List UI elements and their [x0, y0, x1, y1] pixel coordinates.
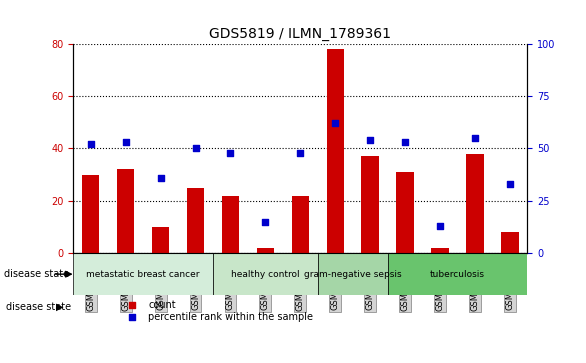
Text: disease state: disease state	[4, 269, 69, 279]
Bar	[326, 49, 344, 253]
Point	[156, 175, 165, 181]
Point	[295, 150, 305, 155]
Text: percentile rank within the sample: percentile rank within the sample	[148, 313, 313, 322]
Point	[505, 181, 515, 187]
Point	[128, 315, 137, 321]
Point	[128, 302, 137, 308]
Text: disease state: disease state	[6, 302, 71, 312]
Bar	[152, 227, 169, 253]
Text: count: count	[148, 300, 176, 310]
Bar	[431, 248, 449, 253]
Text: ▶: ▶	[56, 302, 63, 312]
Point	[86, 141, 96, 147]
Bar	[257, 248, 274, 253]
Point	[261, 219, 270, 225]
Point	[226, 150, 235, 155]
Point	[331, 120, 340, 126]
Point	[191, 146, 200, 151]
Point	[400, 139, 410, 145]
Point	[121, 139, 130, 145]
FancyBboxPatch shape	[318, 253, 388, 295]
Bar	[82, 175, 100, 253]
Bar	[396, 172, 414, 253]
FancyBboxPatch shape	[388, 253, 527, 295]
Bar	[466, 154, 483, 253]
Point	[366, 137, 375, 143]
Bar	[117, 169, 134, 253]
Bar	[222, 196, 239, 253]
Text: tuberculosis: tuberculosis	[430, 270, 485, 279]
Title: GDS5819 / ILMN_1789361: GDS5819 / ILMN_1789361	[209, 27, 391, 41]
Bar	[501, 232, 519, 253]
Point	[435, 223, 445, 229]
FancyBboxPatch shape	[213, 253, 318, 295]
Text: gram-negative sepsis: gram-negative sepsis	[304, 270, 401, 279]
Text: metastatic breast cancer: metastatic breast cancer	[86, 270, 200, 279]
Bar	[187, 188, 205, 253]
Text: healthy control: healthy control	[231, 270, 299, 279]
FancyBboxPatch shape	[73, 253, 213, 295]
Point	[471, 135, 480, 141]
Bar	[362, 156, 379, 253]
Bar	[292, 196, 309, 253]
